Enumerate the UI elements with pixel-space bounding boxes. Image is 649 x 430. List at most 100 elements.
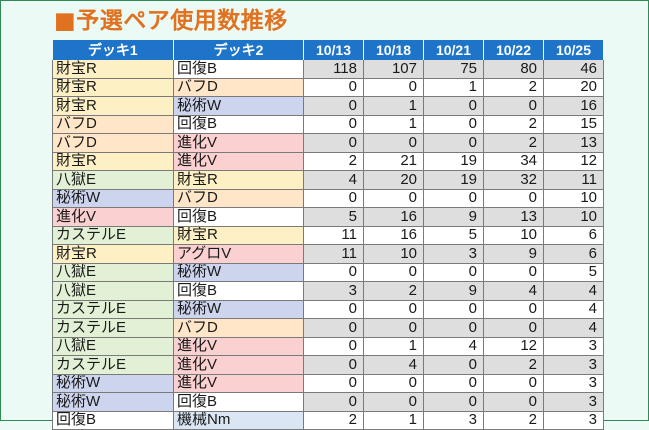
count-cell: 1 [423, 78, 484, 97]
deck2-cell: 進化V [173, 152, 304, 171]
count-cell: 4 [543, 318, 604, 338]
column-header-date: 10/25 [543, 40, 604, 60]
count-cell: 0 [363, 392, 424, 412]
count-cell: 16 [363, 207, 424, 227]
table-row: 八獄E 財宝R 4 20 19 32 11 [52, 170, 604, 190]
column-header-deck1: デッキ1 [52, 40, 174, 60]
count-cell: 80 [483, 60, 544, 79]
table-row: バフD 回復B 0 1 0 2 15 [52, 115, 604, 134]
count-cell: 13 [483, 207, 544, 227]
table-row: 財宝R バフD 0 0 1 2 20 [52, 78, 604, 97]
count-cell: 12 [543, 152, 604, 171]
table-row: 財宝R 回復B 118 107 75 80 46 [52, 60, 604, 79]
deck2-cell: アグロV [173, 244, 304, 264]
count-cell: 0 [483, 300, 544, 319]
count-cell: 3 [543, 392, 604, 412]
count-cell: 1 [363, 337, 424, 356]
deck2-cell: 秘術W [173, 263, 304, 282]
count-cell: 11 [303, 226, 364, 245]
count-cell: 0 [303, 78, 364, 97]
deck2-cell: 進化V [173, 355, 304, 375]
count-cell: 3 [303, 281, 364, 301]
count-cell: 3 [543, 355, 604, 375]
count-cell: 6 [543, 244, 604, 264]
deck2-cell: 財宝R [173, 170, 304, 190]
count-cell: 3 [423, 411, 484, 430]
deck2-cell: 回復B [173, 60, 304, 79]
deck2-cell: 進化V [173, 133, 304, 153]
deck1-cell: 財宝R [52, 60, 174, 79]
count-cell: 11 [303, 244, 364, 264]
count-cell: 0 [423, 392, 484, 412]
count-cell: 0 [423, 318, 484, 338]
count-cell: 0 [423, 374, 484, 393]
count-cell: 12 [483, 337, 544, 356]
count-cell: 0 [303, 374, 364, 393]
count-cell: 9 [483, 244, 544, 264]
count-cell: 5 [543, 263, 604, 282]
deck1-cell: 秘術W [52, 392, 174, 412]
table-row: 回復B 機械Nm 2 1 3 2 3 [52, 411, 604, 430]
deck1-cell: 秘術W [52, 189, 174, 208]
count-cell: 0 [423, 300, 484, 319]
count-cell: 46 [543, 60, 604, 79]
deck1-cell: 進化V [52, 207, 174, 227]
count-cell: 16 [363, 226, 424, 245]
deck1-cell: 財宝R [52, 78, 174, 97]
count-cell: 1 [363, 411, 424, 430]
count-cell: 2 [363, 281, 424, 301]
count-cell: 2 [483, 133, 544, 153]
pair-usage-table: デッキ1 デッキ2 10/13 10/18 10/21 10/22 10/25 財宝R 回復B… [52, 40, 604, 430]
count-cell: 0 [363, 78, 424, 97]
count-cell: 0 [363, 189, 424, 208]
count-cell: 0 [363, 374, 424, 393]
column-header-date: 10/22 [483, 40, 544, 60]
count-cell: 9 [423, 281, 484, 301]
count-cell: 0 [483, 96, 544, 116]
count-cell: 16 [543, 96, 604, 116]
count-cell: 0 [423, 263, 484, 282]
deck2-cell: 財宝R [173, 226, 304, 245]
count-cell: 0 [423, 115, 484, 134]
count-cell: 0 [303, 392, 364, 412]
count-cell: 20 [543, 78, 604, 97]
count-cell: 2 [303, 411, 364, 430]
deck1-cell: 八獄E [52, 281, 174, 301]
count-cell: 0 [423, 355, 484, 375]
count-cell: 4 [363, 355, 424, 375]
count-cell: 2 [303, 152, 364, 171]
deck2-cell: 回復B [173, 207, 304, 227]
deck1-cell: 財宝R [52, 244, 174, 264]
count-cell: 0 [363, 263, 424, 282]
count-cell: 0 [303, 337, 364, 356]
deck1-cell: カステルE [52, 300, 174, 319]
table-row: 八獄E 回復B 3 2 9 4 4 [52, 281, 604, 301]
count-cell: 4 [303, 170, 364, 190]
count-cell: 3 [423, 244, 484, 264]
deck2-cell: 回復B [173, 115, 304, 134]
count-cell: 0 [303, 318, 364, 338]
table-row: カステルE 秘術W 0 0 0 0 4 [52, 300, 604, 319]
count-cell: 0 [483, 374, 544, 393]
table-row: バフD 進化V 0 0 0 2 13 [52, 133, 604, 153]
count-cell: 118 [303, 60, 364, 79]
deck1-cell: カステルE [52, 355, 174, 375]
deck2-cell: 秘術W [173, 96, 304, 116]
count-cell: 0 [423, 96, 484, 116]
count-cell: 75 [423, 60, 484, 79]
count-cell: 6 [543, 226, 604, 245]
count-cell: 10 [363, 244, 424, 264]
count-cell: 19 [423, 152, 484, 171]
deck1-cell: バフD [52, 133, 174, 153]
count-cell: 0 [363, 318, 424, 338]
count-cell: 15 [543, 115, 604, 134]
count-cell: 4 [483, 281, 544, 301]
table-row: 財宝R 進化V 2 21 19 34 12 [52, 152, 604, 171]
count-cell: 32 [483, 170, 544, 190]
count-cell: 3 [543, 374, 604, 393]
count-cell: 13 [543, 133, 604, 153]
count-cell: 5 [303, 207, 364, 227]
count-cell: 19 [423, 170, 484, 190]
count-cell: 5 [423, 226, 484, 245]
count-cell: 21 [363, 152, 424, 171]
